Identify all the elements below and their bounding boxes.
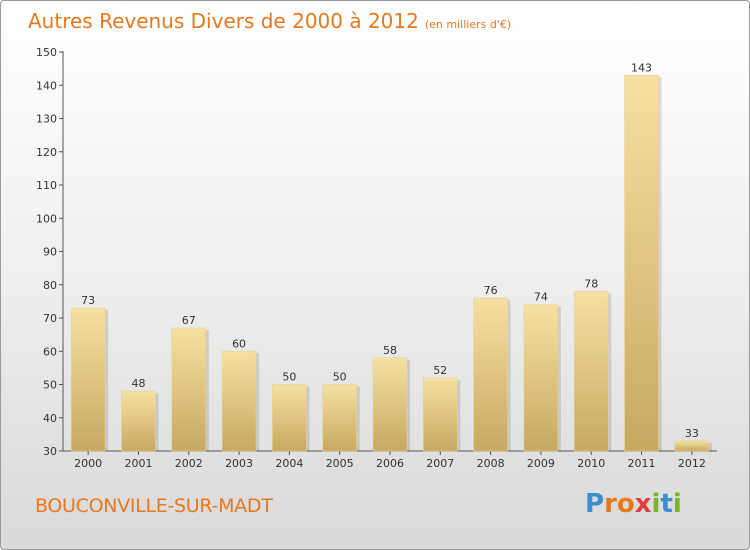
bar: [473, 297, 508, 452]
chart-subtitle: (en milliers d'€): [424, 18, 512, 31]
data-label: 52: [433, 364, 447, 377]
chart-title: Autres Revenus Divers de 2000 à 2012 (en …: [28, 9, 511, 33]
x-tick-label: 2011: [628, 457, 656, 470]
y-tick-label: 130: [36, 113, 57, 126]
data-label: 143: [631, 61, 652, 74]
y-tick-label: 70: [43, 312, 57, 325]
logo-letter: x: [634, 489, 652, 519]
x-tick-label: 2003: [225, 457, 253, 470]
y-tick-label: 80: [43, 279, 57, 292]
x-tick-label: 2004: [275, 457, 303, 470]
bar: [70, 307, 106, 452]
bar: [674, 440, 710, 452]
data-label: 50: [333, 371, 347, 384]
x-tick-label: 2009: [527, 457, 555, 470]
x-tick-label: 2012: [678, 457, 706, 470]
y-tick-label: 30: [43, 445, 57, 458]
x-tick-label: 2007: [426, 457, 454, 470]
y-tick-label: 90: [43, 246, 57, 259]
bar: [624, 74, 659, 452]
y-tick-label: 140: [36, 79, 57, 92]
bar: [272, 384, 307, 452]
data-label: 78: [584, 277, 598, 290]
bar: [322, 384, 357, 452]
logo-letter: i: [672, 489, 682, 519]
data-label: 58: [383, 344, 397, 357]
bar: [573, 291, 609, 452]
data-label: 48: [131, 377, 145, 390]
data-label: 33: [685, 427, 699, 440]
data-label: 76: [484, 284, 498, 297]
y-tick-label: 50: [43, 379, 57, 392]
title-text: Autres Revenus Divers de 2000 à 2012: [28, 9, 419, 33]
proxiti-logo: Proxiti: [585, 489, 682, 519]
x-tick-label: 2006: [376, 457, 404, 470]
bar: [523, 304, 559, 452]
data-label: 60: [232, 337, 246, 350]
logo-letter: t: [660, 489, 673, 519]
y-tick-label: 40: [43, 412, 57, 425]
bar: [372, 357, 408, 452]
x-tick-label: 2001: [124, 457, 152, 470]
bar: [423, 377, 458, 452]
data-label: 74: [534, 291, 548, 304]
logo-letter: P: [585, 489, 605, 519]
bar: [221, 350, 257, 452]
logo-letter: i: [651, 489, 661, 519]
y-tick-label: 150: [36, 46, 57, 59]
x-tick-label: 2008: [477, 457, 505, 470]
x-tick-label: 2002: [175, 457, 203, 470]
x-tick-label: 2010: [577, 457, 605, 470]
data-label: 73: [81, 294, 95, 307]
commune-name: BOUCONVILLE-SUR-MADT: [35, 495, 273, 517]
data-label: 67: [182, 314, 196, 327]
logo-letter: r: [604, 489, 617, 519]
bar: [171, 327, 207, 452]
data-label: 50: [282, 371, 296, 384]
y-tick-label: 110: [36, 179, 57, 192]
logo-letter: o: [616, 489, 635, 519]
x-tick-label: 2005: [326, 457, 354, 470]
bar: [121, 390, 156, 452]
y-tick-label: 120: [36, 146, 57, 159]
y-tick-label: 100: [36, 212, 57, 225]
y-tick-label: 60: [43, 345, 57, 358]
x-tick-label: 2000: [74, 457, 102, 470]
